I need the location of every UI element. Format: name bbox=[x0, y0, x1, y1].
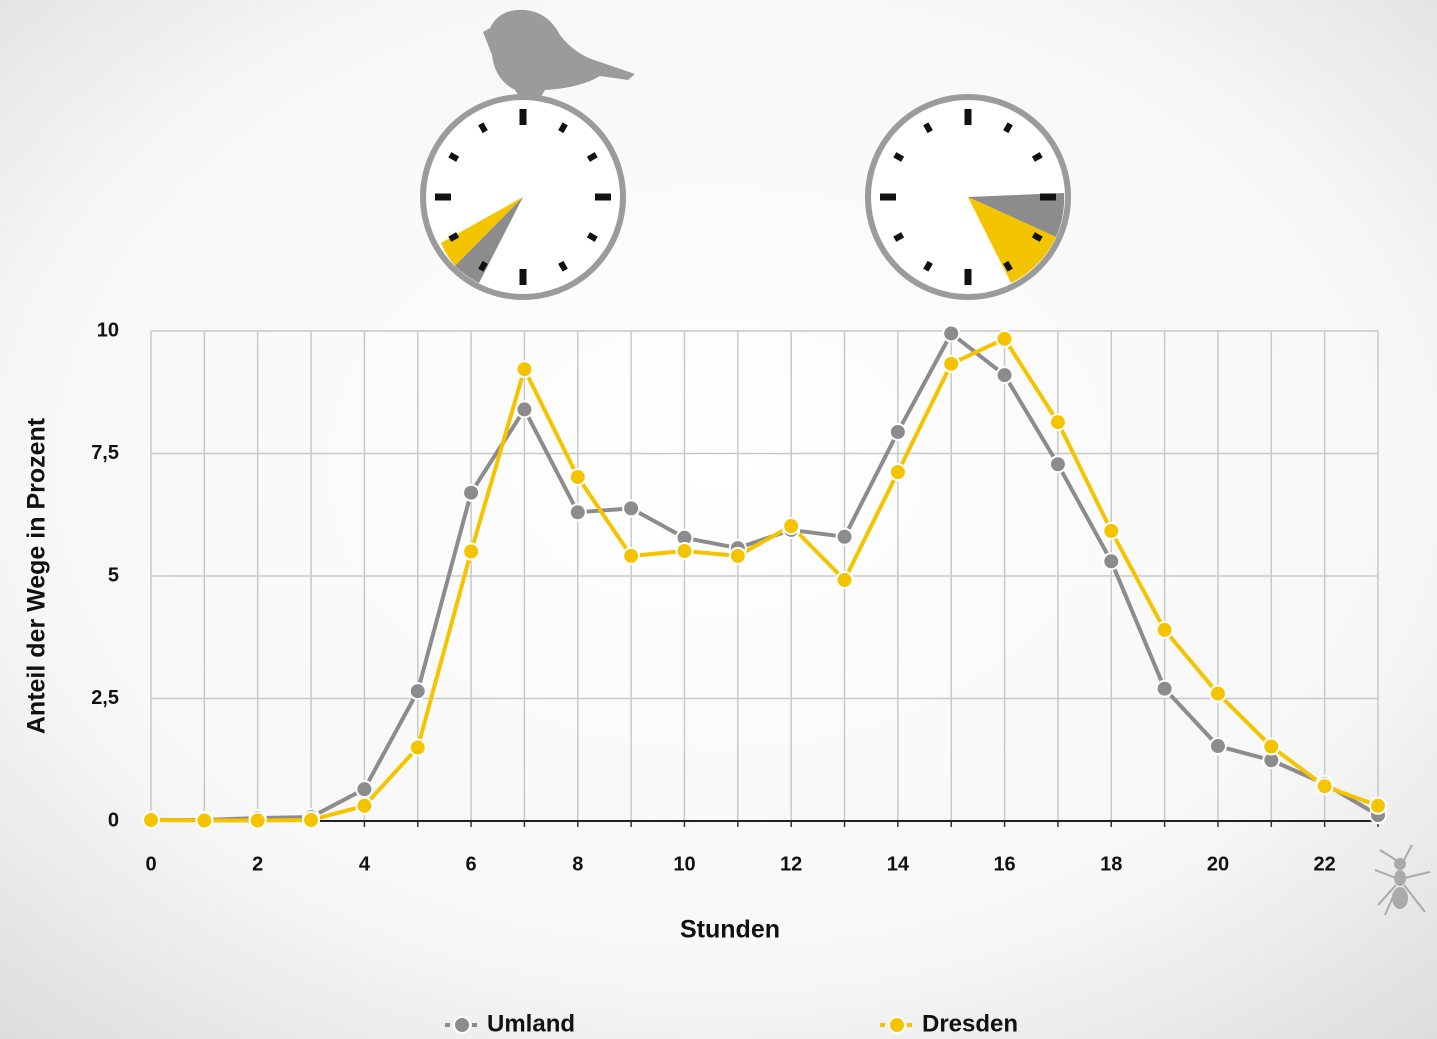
legend-label: Dresden bbox=[922, 1010, 1018, 1037]
legend-label: Umland bbox=[487, 1010, 575, 1037]
point bbox=[888, 463, 907, 482]
y-tick-label: 5 bbox=[108, 564, 119, 586]
x-tick-label: 6 bbox=[466, 853, 477, 875]
point bbox=[1155, 620, 1174, 639]
point bbox=[995, 366, 1014, 385]
clock-tick bbox=[893, 152, 905, 162]
clock-tick bbox=[880, 193, 896, 201]
clock-tick bbox=[923, 260, 933, 272]
clock-tick bbox=[1003, 260, 1013, 272]
clock-tick bbox=[558, 260, 568, 272]
point bbox=[515, 360, 534, 379]
point bbox=[302, 811, 321, 830]
point bbox=[355, 780, 374, 799]
clock-right bbox=[865, 94, 1071, 300]
y-tick-label: 7,5 bbox=[91, 442, 119, 464]
x-tick-label: 20 bbox=[1207, 853, 1229, 875]
point bbox=[515, 400, 534, 419]
x-tick-label: 0 bbox=[145, 853, 156, 875]
x-tick-label: 22 bbox=[1314, 853, 1336, 875]
point bbox=[835, 527, 854, 546]
y-tick-label: 10 bbox=[97, 319, 119, 341]
legend-marker bbox=[888, 1016, 906, 1034]
point bbox=[622, 499, 641, 518]
clock-ticks bbox=[435, 109, 1056, 285]
point bbox=[942, 354, 961, 373]
clock-tick bbox=[448, 152, 460, 162]
decoration bbox=[420, 9, 1431, 916]
y-tick-label: 0 bbox=[108, 809, 119, 831]
clock-tick bbox=[1031, 232, 1043, 242]
y-tick-label: 2,5 bbox=[91, 687, 119, 709]
point bbox=[1155, 679, 1174, 698]
point bbox=[995, 329, 1014, 348]
clock-tick bbox=[964, 109, 972, 125]
point bbox=[568, 503, 587, 522]
series-line bbox=[150, 336, 1379, 823]
clock-tick bbox=[519, 269, 527, 285]
point bbox=[888, 422, 907, 441]
point bbox=[1102, 552, 1121, 571]
clock-tick bbox=[595, 193, 611, 201]
clock-tick bbox=[586, 152, 598, 162]
point bbox=[1208, 737, 1227, 756]
point bbox=[675, 542, 694, 561]
point bbox=[408, 738, 427, 757]
point bbox=[1102, 521, 1121, 540]
x-tick-label: 18 bbox=[1100, 853, 1122, 875]
clock-tick bbox=[1031, 152, 1043, 162]
clock-tick bbox=[1003, 122, 1013, 134]
clock-tick bbox=[558, 122, 568, 134]
x-tick-label: 14 bbox=[887, 853, 910, 875]
clock-tick bbox=[586, 232, 598, 242]
y-axis-label: Anteil der Wege in Prozent bbox=[23, 417, 51, 734]
x-tick-label: 10 bbox=[673, 853, 695, 875]
point bbox=[1262, 737, 1281, 756]
point bbox=[1048, 455, 1067, 474]
x-tick-label: 2 bbox=[252, 853, 263, 875]
x-tick-label: 4 bbox=[359, 853, 371, 875]
clock-tick bbox=[519, 109, 527, 125]
bird bbox=[483, 9, 635, 98]
clock-tick bbox=[448, 232, 460, 242]
clock-left bbox=[420, 94, 626, 300]
x-tick-label: 12 bbox=[780, 853, 802, 875]
point bbox=[622, 546, 641, 565]
legend-marker bbox=[453, 1016, 471, 1034]
clock-tick bbox=[478, 260, 488, 272]
clock-tick bbox=[923, 122, 933, 134]
point bbox=[462, 542, 481, 561]
point bbox=[462, 483, 481, 502]
clock-tick bbox=[1040, 193, 1056, 201]
point bbox=[782, 517, 801, 536]
point bbox=[942, 324, 961, 343]
clock-tick bbox=[478, 122, 488, 134]
point bbox=[1315, 777, 1334, 796]
clock-tick bbox=[964, 269, 972, 285]
point bbox=[248, 811, 267, 830]
point bbox=[1208, 684, 1227, 703]
point bbox=[195, 811, 214, 830]
point bbox=[728, 546, 747, 565]
point bbox=[408, 682, 427, 701]
x-tick-label: 8 bbox=[572, 853, 583, 875]
point bbox=[355, 796, 374, 815]
point bbox=[142, 811, 160, 830]
x-axis-label: Stunden bbox=[680, 916, 780, 944]
point bbox=[1369, 796, 1387, 815]
point bbox=[835, 570, 854, 589]
point bbox=[568, 468, 587, 487]
ant bbox=[1374, 844, 1431, 916]
clock-tick bbox=[435, 193, 451, 201]
clock-tick bbox=[893, 232, 905, 242]
point bbox=[1048, 413, 1067, 432]
x-tick-label: 16 bbox=[993, 853, 1015, 875]
